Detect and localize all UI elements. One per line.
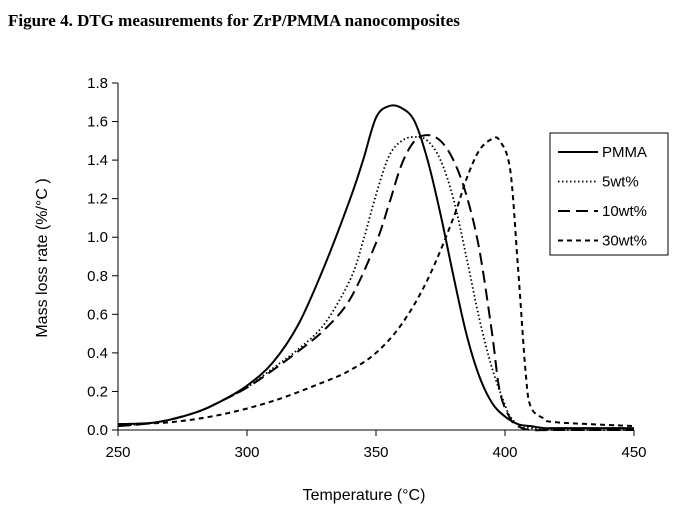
legend-label-5wt: 5wt% — [602, 174, 639, 191]
y-tick-label: 1.2 — [87, 191, 108, 208]
y-tick-label: 0.0 — [87, 422, 108, 439]
y-tick-label: 1.4 — [87, 152, 108, 169]
x-tick-label: 450 — [621, 444, 646, 461]
figure-title: Figure 4. DTG measurements for ZrP/PMMA … — [8, 11, 460, 30]
legend-label-pmma: PMMA — [602, 144, 647, 161]
y-tick-label: 1.6 — [87, 114, 108, 131]
y-tick-label: 0.8 — [87, 268, 108, 285]
y-axis-label: Mass loss rate (%/°C ) — [34, 178, 51, 337]
x-tick-label: 400 — [492, 444, 517, 461]
x-tick-label: 300 — [234, 444, 259, 461]
y-tick-label: 1.0 — [87, 229, 108, 246]
series-line-10wt — [117, 134, 634, 432]
series-line-30wt — [117, 136, 635, 428]
legend-label-30wt: 30wt% — [602, 233, 647, 250]
x-axis-label: Temperature (°C) — [303, 487, 426, 504]
x-tick-label: 250 — [105, 444, 130, 461]
y-tick-label: 0.6 — [87, 306, 108, 323]
legend-label-10wt: 10wt% — [602, 203, 647, 220]
series-line-pmma — [117, 104, 634, 430]
x-tick-label: 350 — [363, 444, 388, 461]
y-tick-label: 0.4 — [87, 345, 108, 362]
y-tick-label: 0.2 — [87, 383, 108, 400]
y-tick-label: 1.8 — [87, 75, 108, 92]
legend-box — [549, 132, 669, 256]
axes: 0.0 0.2 0.4 0.6 0.8 1.0 1.2 1.4 1.6 1.8 250 300 350 4… — [87, 75, 646, 461]
legend: PMMA 5wt% 10wt% 30wt% — [549, 132, 669, 256]
series-group — [117, 104, 635, 432]
